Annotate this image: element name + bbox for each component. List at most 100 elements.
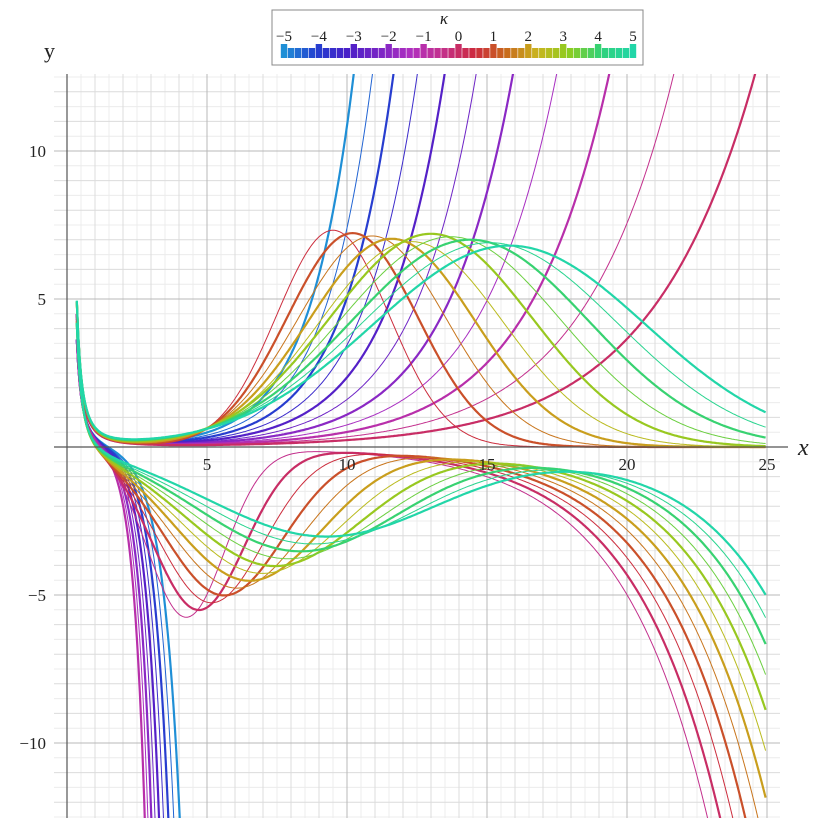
colorbar-label: 4 bbox=[594, 29, 602, 45]
curve-kappa-m2-lower bbox=[75, 339, 153, 818]
curve-kappa-m2p5-lower bbox=[76, 339, 156, 818]
colorbar-labels: −5 −4 −3 −2 −1 0 1 2 3 4 5 bbox=[276, 29, 637, 45]
curve-kappa-0-upper bbox=[75, 74, 757, 447]
curve-kappa-m1-lower bbox=[75, 339, 146, 818]
curve-kappa-2-lower bbox=[75, 322, 767, 798]
colorbar-swatch bbox=[287, 48, 295, 58]
colorbar-swatch bbox=[399, 48, 406, 58]
colorbar-swatch bbox=[594, 44, 602, 58]
curve-kappa-m5-lower bbox=[75, 339, 181, 818]
curve-kappa-1-lower bbox=[75, 321, 747, 818]
colorbar-swatch bbox=[469, 48, 476, 58]
colorbar-swatch bbox=[434, 48, 441, 58]
colorbar-label: −1 bbox=[416, 29, 432, 45]
curve-kappa-4p5-lower bbox=[76, 323, 767, 618]
curve-kappa-m4-upper bbox=[75, 74, 395, 444]
curves-layer bbox=[75, 74, 767, 818]
colorbar-swatch bbox=[392, 48, 399, 58]
curve-kappa-m4p5-lower bbox=[76, 339, 175, 818]
colorbar-label: −3 bbox=[346, 29, 362, 45]
colorbar-label: −4 bbox=[311, 29, 327, 45]
curve-kappa-2p5-lower bbox=[76, 323, 767, 751]
colorbar-swatch bbox=[518, 48, 525, 58]
colorbar-swatch bbox=[336, 48, 344, 58]
x-axis-label: x bbox=[797, 435, 809, 461]
colorbar-swatch bbox=[546, 48, 553, 58]
colorbar-legend: κ −5 −4 −3 −2 −1 0 1 2 3 4 5 bbox=[271, 9, 644, 66]
colorbar-swatch bbox=[629, 44, 637, 58]
colorbar-swatch bbox=[385, 44, 392, 58]
x-tick-label: 5 bbox=[203, 455, 212, 474]
colorbar-label: 1 bbox=[490, 29, 498, 45]
colorbar-swatch bbox=[413, 48, 420, 58]
colorbar-swatch bbox=[525, 44, 532, 58]
colorbar-swatches bbox=[280, 44, 637, 58]
colorbar-swatch bbox=[455, 44, 462, 58]
curve-kappa-1p5-lower bbox=[76, 321, 759, 818]
x-tick-label: 10 bbox=[339, 455, 356, 474]
colorbar-title: κ bbox=[440, 9, 449, 28]
curve-kappa-4-lower bbox=[75, 323, 767, 645]
colorbar-swatch bbox=[566, 48, 574, 58]
colorbar-swatch bbox=[490, 44, 497, 58]
curve-kappa-2p5-upper bbox=[76, 241, 766, 448]
colorbar-label: −2 bbox=[381, 29, 397, 45]
x-tick-label: 25 bbox=[759, 455, 776, 474]
curve-kappa-m4p5-upper bbox=[76, 74, 373, 443]
colorbar-swatch bbox=[329, 48, 337, 58]
colorbar-swatch bbox=[301, 48, 309, 58]
curve-kappa-m1p5-lower bbox=[76, 339, 149, 818]
colorbar-swatch bbox=[357, 48, 364, 58]
colorbar-swatch bbox=[322, 48, 330, 58]
curve-kappa-3-lower bbox=[75, 323, 767, 711]
colorbar-swatch bbox=[476, 48, 483, 58]
colorbar-swatch bbox=[448, 48, 455, 58]
curve-kappa-m0p5-lower bbox=[76, 317, 709, 818]
colorbar-swatch bbox=[462, 48, 469, 58]
colorbar-swatch bbox=[539, 48, 546, 58]
colorbar-swatch bbox=[343, 48, 351, 58]
colorbar-swatch bbox=[308, 48, 316, 58]
colorbar-swatch bbox=[587, 48, 595, 58]
colorbar-swatch bbox=[608, 48, 616, 58]
colorbar-swatch bbox=[420, 44, 427, 58]
colorbar-swatch bbox=[441, 48, 448, 58]
colorbar-swatch bbox=[280, 44, 288, 58]
axes bbox=[54, 74, 788, 818]
colorbar-swatch bbox=[580, 48, 588, 58]
tick-labels: 5 10 15 20 25 −10 −5 5 10 bbox=[19, 142, 775, 753]
curve-kappa-m4-lower bbox=[75, 339, 170, 818]
colorbar-swatch bbox=[601, 48, 609, 58]
colorbar-swatch bbox=[315, 44, 323, 58]
curve-kappa-5-upper bbox=[75, 244, 767, 441]
colorbar-swatch bbox=[406, 48, 413, 58]
colorbar-label: 5 bbox=[629, 29, 637, 45]
colorbar-swatch bbox=[427, 48, 434, 58]
x-tick-label: 15 bbox=[479, 455, 496, 474]
colorbar-swatch bbox=[371, 48, 378, 58]
colorbar-label: 0 bbox=[455, 29, 463, 45]
curve-kappa-5-lower bbox=[75, 322, 767, 596]
colorbar-swatch bbox=[364, 48, 371, 58]
y-axis-label: y bbox=[44, 38, 55, 63]
colorbar-swatch bbox=[532, 48, 539, 58]
curve-kappa-3p5-lower bbox=[76, 323, 767, 675]
colorbar-label: 2 bbox=[525, 29, 533, 45]
curve-kappa-m3-upper bbox=[75, 74, 446, 445]
y-tick-label: −5 bbox=[28, 586, 46, 605]
y-tick-label: −10 bbox=[19, 734, 46, 753]
colorbar-swatch bbox=[497, 48, 504, 58]
colorbar-swatch bbox=[553, 48, 560, 58]
colorbar-swatch bbox=[622, 48, 630, 58]
x-tick-label: 20 bbox=[619, 455, 636, 474]
colorbar-swatch bbox=[504, 48, 511, 58]
colorbar-swatch bbox=[378, 48, 385, 58]
colorbar-swatch bbox=[483, 48, 490, 58]
curve-kappa-0-lower bbox=[75, 318, 722, 818]
colorbar-swatch bbox=[294, 48, 302, 58]
colorbar-label: 3 bbox=[559, 29, 567, 45]
curve-kappa-m3-lower bbox=[75, 339, 161, 818]
colorbar-swatch bbox=[573, 48, 581, 58]
y-tick-label: 5 bbox=[38, 290, 47, 309]
